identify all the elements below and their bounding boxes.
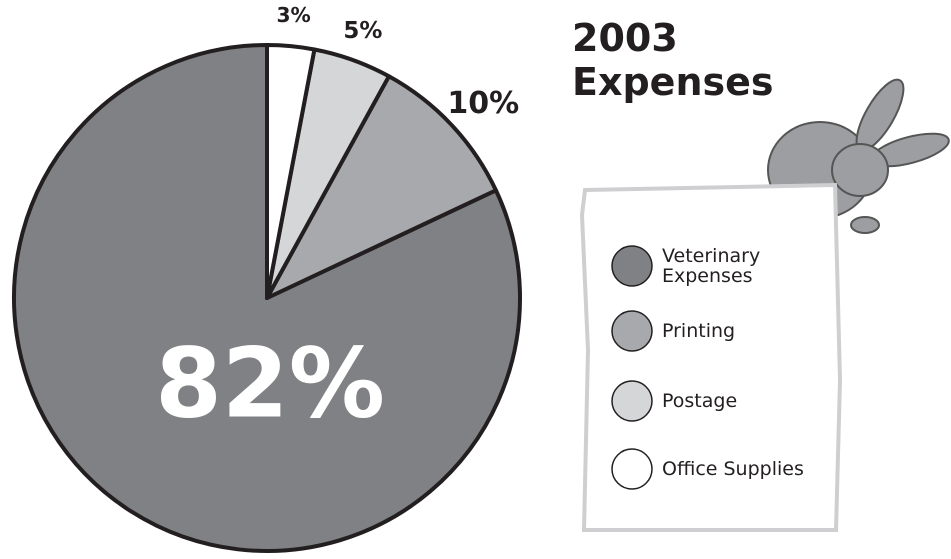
value-label: 82% [155, 327, 385, 439]
legend-label: Veterinary Expenses [662, 245, 761, 287]
legend-label: Postage [662, 390, 738, 412]
legend-label: Office Supplies [662, 458, 804, 480]
legend-swatch [611, 245, 653, 287]
value-label: 5% [343, 18, 382, 44]
value-label: 10% [447, 86, 519, 121]
legend-swatch [611, 448, 653, 490]
pie-slice [265, 74, 498, 300]
legend-swatch [611, 380, 653, 422]
value-label: 3% [276, 3, 310, 27]
pie-slice [265, 43, 317, 300]
legend-swatch [611, 310, 653, 352]
chart-title: 2003 Expenses [572, 16, 774, 104]
legend-label: Printing [662, 320, 736, 342]
